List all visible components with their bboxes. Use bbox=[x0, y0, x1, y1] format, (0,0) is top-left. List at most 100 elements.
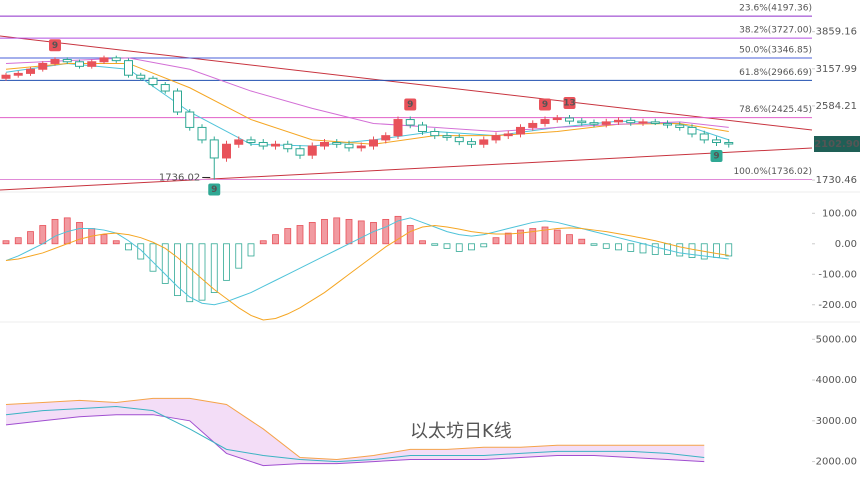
macd-bar bbox=[27, 231, 34, 245]
candle-body bbox=[38, 62, 48, 70]
ma-line bbox=[5, 62, 729, 147]
signal-badge bbox=[49, 39, 61, 52]
macd-bar bbox=[431, 243, 439, 246]
y-tick-label: -100.00 bbox=[818, 269, 857, 280]
macd-bar bbox=[39, 225, 47, 245]
macd-bar bbox=[566, 234, 573, 245]
macd-bar bbox=[468, 243, 475, 251]
macd-bar bbox=[676, 243, 684, 257]
candle-body bbox=[418, 124, 427, 132]
macd-bar bbox=[602, 243, 610, 249]
candle-body bbox=[197, 126, 207, 141]
macd-bar bbox=[590, 243, 598, 246]
candle-body bbox=[258, 142, 268, 147]
macd-bar bbox=[149, 243, 157, 272]
candle-body bbox=[75, 61, 84, 67]
signal-label: 9 bbox=[211, 185, 217, 195]
macd-line bbox=[5, 217, 729, 306]
candle-body bbox=[246, 139, 256, 144]
y-tick-label: 3000.00 bbox=[816, 416, 857, 427]
candle-body bbox=[344, 143, 354, 149]
candle-body bbox=[687, 126, 697, 135]
macd-bar bbox=[553, 229, 561, 245]
macd-bar bbox=[517, 229, 524, 245]
band-lower bbox=[5, 414, 705, 467]
signal-badge bbox=[710, 150, 723, 163]
signal-label: 9 bbox=[52, 41, 58, 51]
annotation: 以太坊日K线 bbox=[410, 421, 512, 442]
macd-bar bbox=[112, 240, 120, 245]
candle-body bbox=[430, 130, 440, 137]
macd-bar bbox=[100, 234, 108, 245]
macd-bar bbox=[688, 243, 696, 258]
macd-bar bbox=[161, 243, 169, 284]
candle-body bbox=[405, 119, 415, 126]
last-price-tag bbox=[814, 136, 860, 153]
y-tick-label: 1730.46 bbox=[816, 175, 857, 186]
last-price-label: 2102.90 bbox=[814, 139, 860, 150]
macd-bar bbox=[651, 243, 659, 255]
macd-bar bbox=[615, 243, 622, 251]
candle-body bbox=[724, 142, 734, 145]
macd-bar bbox=[259, 240, 267, 245]
macd-line bbox=[5, 224, 729, 321]
candle-body bbox=[13, 72, 23, 76]
candle-body bbox=[1, 74, 11, 79]
candle-body bbox=[699, 133, 709, 141]
macd-bar bbox=[357, 220, 365, 245]
candle-body bbox=[209, 139, 219, 159]
macd-bar bbox=[198, 243, 206, 301]
y-tick-label: 4000.00 bbox=[816, 375, 857, 386]
candle-body bbox=[614, 119, 623, 123]
candle-body bbox=[234, 139, 244, 145]
macd-bar bbox=[186, 243, 194, 303]
candle-body bbox=[589, 122, 599, 125]
candle-body bbox=[320, 142, 329, 147]
candle-body bbox=[222, 143, 231, 159]
candle-body bbox=[185, 111, 195, 128]
candle-body bbox=[626, 119, 636, 124]
signal-label: 9 bbox=[713, 152, 719, 162]
candle-body bbox=[173, 90, 182, 113]
fib-label: 61.8%(2966.69) bbox=[739, 68, 812, 78]
candle-body bbox=[552, 117, 562, 121]
macd-bar bbox=[223, 243, 230, 281]
candle-body bbox=[295, 148, 305, 156]
candle-body bbox=[26, 68, 35, 74]
candle-body bbox=[540, 119, 550, 124]
macd-bar bbox=[321, 218, 328, 245]
y-tick-label: 2584.21 bbox=[816, 101, 857, 112]
y-tick-label: 100.00 bbox=[822, 208, 857, 219]
macd-bar bbox=[284, 228, 292, 245]
candle-body bbox=[62, 59, 72, 63]
candle-body bbox=[160, 84, 170, 92]
band-upper bbox=[5, 397, 705, 461]
macd-bar bbox=[210, 243, 218, 293]
y-tick-label: 0.00 bbox=[835, 239, 857, 250]
signal-badge bbox=[208, 183, 221, 196]
macd-bar bbox=[529, 228, 537, 245]
macd-bar bbox=[725, 243, 733, 257]
y-tick-label: 5000.00 bbox=[816, 334, 857, 345]
macd-bar bbox=[76, 222, 83, 245]
candle-body bbox=[491, 135, 501, 141]
macd-bar bbox=[137, 243, 145, 260]
candle-body bbox=[148, 77, 158, 86]
signal-label: 9 bbox=[542, 100, 548, 110]
candle-body bbox=[638, 121, 648, 124]
macd-bar bbox=[443, 243, 451, 249]
y-tick-label: 3859.16 bbox=[816, 27, 857, 38]
macd-bar bbox=[247, 243, 255, 257]
macd-bar bbox=[14, 237, 22, 245]
macd-bar bbox=[382, 218, 390, 245]
macd-bar bbox=[308, 222, 316, 245]
band-line bbox=[5, 406, 705, 463]
macd-bar bbox=[492, 237, 500, 245]
candle-body bbox=[650, 121, 660, 124]
candle-body bbox=[369, 139, 378, 147]
candle-body bbox=[479, 139, 489, 145]
candle-body bbox=[111, 57, 121, 62]
candle-body bbox=[454, 136, 464, 143]
macd-bar bbox=[345, 218, 353, 245]
